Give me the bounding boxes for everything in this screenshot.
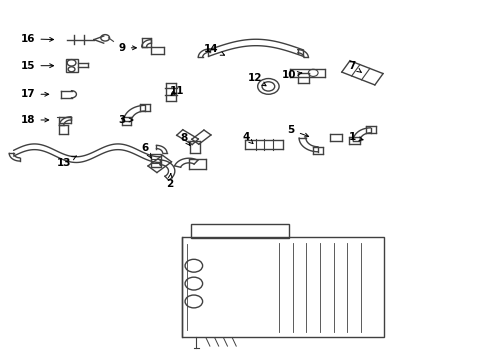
Text: 16: 16 xyxy=(21,34,53,44)
Text: 15: 15 xyxy=(21,61,53,71)
Text: 6: 6 xyxy=(142,143,151,158)
Bar xyxy=(66,59,78,72)
Text: 8: 8 xyxy=(180,133,190,146)
Text: 17: 17 xyxy=(21,89,49,99)
Text: 10: 10 xyxy=(282,69,302,80)
Text: 18: 18 xyxy=(21,115,49,125)
Text: 2: 2 xyxy=(166,174,173,189)
Text: 11: 11 xyxy=(170,86,184,96)
Bar xyxy=(182,237,384,337)
Text: 14: 14 xyxy=(203,44,224,55)
Text: 7: 7 xyxy=(348,61,361,72)
Bar xyxy=(192,224,289,238)
Text: 13: 13 xyxy=(56,156,76,168)
Bar xyxy=(151,154,161,167)
Text: 4: 4 xyxy=(242,132,253,144)
Text: 12: 12 xyxy=(247,73,266,86)
Text: 1: 1 xyxy=(348,132,363,142)
Text: 3: 3 xyxy=(119,115,133,125)
Text: 9: 9 xyxy=(119,43,136,53)
Text: 5: 5 xyxy=(288,125,309,137)
